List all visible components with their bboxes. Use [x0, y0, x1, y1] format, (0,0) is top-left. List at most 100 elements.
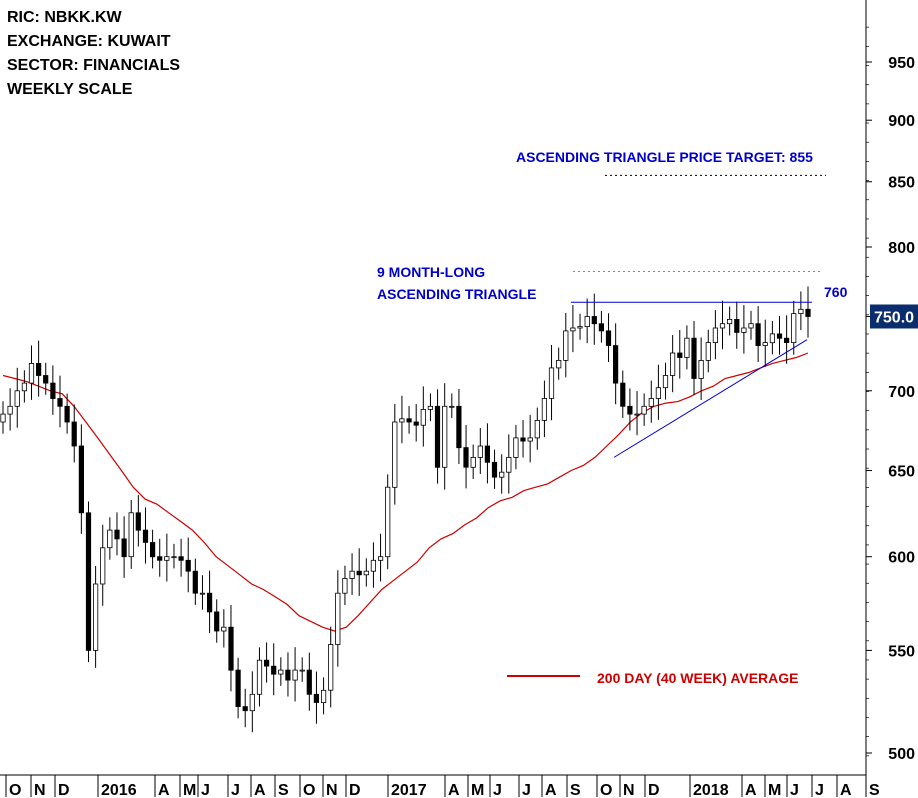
candle-body	[128, 512, 134, 558]
candle-body	[513, 437, 519, 458]
candle-body	[93, 583, 99, 651]
y-tick-label: 900	[888, 113, 915, 130]
candle-body	[299, 669, 305, 672]
candle-body	[434, 405, 441, 468]
x-tick-label: S	[278, 782, 289, 798]
x-tick-label: O	[303, 782, 315, 798]
candle-body	[121, 538, 127, 558]
candle-body	[598, 323, 605, 332]
x-tick-label: A	[448, 782, 460, 798]
x-tick-label: N	[623, 782, 635, 798]
candle-body	[413, 421, 419, 426]
candle-body	[164, 556, 170, 561]
scale-label: WEEKLY SCALE	[7, 81, 133, 98]
candle-body	[399, 418, 405, 423]
candle-body	[484, 445, 491, 463]
candle-body	[627, 405, 633, 415]
candle-body	[613, 345, 619, 384]
moving-average-line	[2, 352, 809, 632]
candle-body	[734, 318, 740, 333]
x-tick-label: N	[34, 782, 46, 798]
candle-body	[392, 421, 398, 488]
candle-body	[135, 512, 141, 531]
candle-body	[313, 693, 320, 703]
candle-body	[420, 408, 426, 426]
candle-body	[719, 323, 726, 329]
resistance-label: 760	[824, 284, 848, 300]
candle-body	[107, 529, 113, 549]
x-tick-label: O	[600, 782, 612, 798]
candle-body	[36, 362, 42, 376]
candle-body	[78, 445, 84, 514]
candle-body	[805, 308, 811, 317]
candle-body	[385, 486, 391, 558]
x-tick-label: 2017	[391, 782, 427, 798]
pattern-annotation-line2: ASCENDING TRIANGLE	[377, 286, 536, 302]
last-price-marker	[870, 304, 918, 329]
candle-body	[584, 316, 590, 328]
candle-body	[620, 382, 626, 407]
candle-body	[648, 398, 654, 407]
x-tick-label: O	[9, 782, 21, 798]
candle-body	[670, 352, 676, 376]
x-tick-label: N	[326, 782, 338, 798]
candle-body	[71, 421, 77, 447]
x-tick-label: A	[158, 782, 170, 798]
candle-body	[149, 542, 156, 558]
candle-body	[691, 337, 697, 379]
ric-label: RIC: NBKK.KW	[7, 9, 122, 26]
candle-body	[506, 456, 512, 473]
candle-body	[798, 308, 804, 314]
candle-body	[370, 559, 377, 572]
x-tick-label: J	[522, 782, 531, 798]
candle-body	[28, 362, 35, 384]
candle-body	[235, 669, 241, 707]
pattern-annotation-line1: 9 MONTH-LONG	[377, 264, 485, 280]
x-tick-label: A	[254, 782, 266, 798]
y-tick-label: 700	[888, 384, 915, 401]
candle-body	[185, 559, 191, 572]
candle-body	[50, 382, 56, 399]
candle-body	[249, 693, 255, 712]
x-tick-label: D	[648, 782, 660, 798]
candle-body	[456, 405, 462, 449]
candle-body	[712, 327, 719, 344]
candle-body	[206, 592, 213, 613]
candle-body	[741, 327, 747, 333]
candle-body	[57, 398, 63, 407]
x-tick-label: A	[745, 782, 757, 798]
candle-body	[263, 659, 270, 667]
candle-body	[662, 375, 669, 389]
x-tick-label: J	[815, 782, 824, 798]
candle-body	[605, 330, 612, 346]
x-tick-label: 2018	[693, 782, 729, 798]
candle-body	[548, 367, 555, 399]
candle-body	[705, 342, 711, 361]
x-tick-label: J	[790, 782, 799, 798]
x-tick-label: A	[840, 782, 852, 798]
candle-body	[328, 644, 334, 691]
candle-body	[85, 512, 92, 651]
y-tick-label: 550	[888, 643, 915, 660]
exchange-label: EXCHANGE: KUWAIT	[7, 33, 171, 50]
candle-body	[114, 529, 120, 540]
candle-body	[377, 556, 384, 561]
y-tick-label: 650	[888, 464, 915, 481]
x-tick-label: S	[869, 782, 880, 798]
candle-body	[7, 405, 13, 415]
x-tick-label: M	[768, 782, 781, 798]
ma-legend-label: 200 DAY (40 WEEK) AVERAGE	[597, 670, 799, 686]
candle-body	[157, 556, 163, 561]
candle-body	[634, 413, 640, 416]
candle-body	[748, 323, 754, 329]
candle-body	[755, 323, 761, 347]
candle-body	[563, 330, 569, 361]
candle-body	[499, 471, 505, 478]
y-tick-label: 500	[888, 746, 915, 763]
candle-body	[335, 592, 341, 645]
candle-body	[491, 461, 498, 478]
x-tick-label: D	[58, 782, 70, 798]
x-tick-label: S	[570, 782, 581, 798]
candle-body	[292, 669, 298, 681]
sector-label: SECTOR: FINANCIALS	[7, 57, 181, 74]
